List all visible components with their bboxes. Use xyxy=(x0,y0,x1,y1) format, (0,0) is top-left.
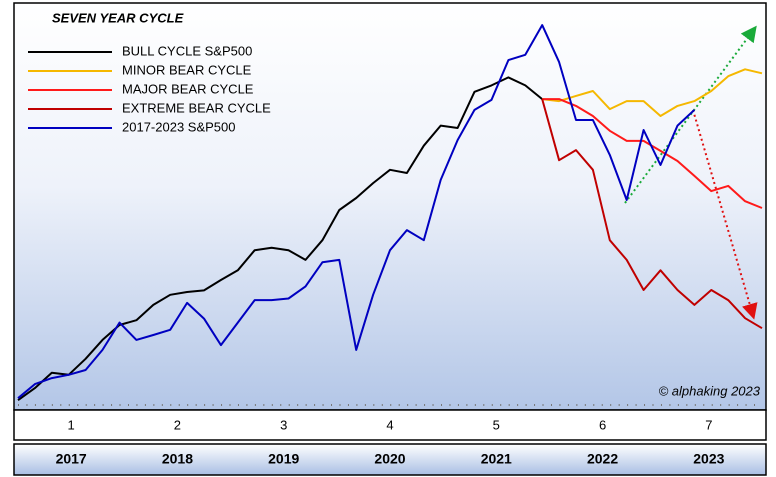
year-label: 2021 xyxy=(481,451,512,467)
year-label: 2018 xyxy=(162,451,193,467)
year-label: 2022 xyxy=(587,451,618,467)
cycle-label: 4 xyxy=(386,417,393,432)
chart-title: SEVEN YEAR CYCLE xyxy=(52,10,184,25)
cycle-row xyxy=(13,409,767,441)
series-line xyxy=(542,68,763,117)
up-arrow xyxy=(624,25,757,204)
cycle-label: 1 xyxy=(68,417,75,432)
series-line xyxy=(17,76,543,402)
legend-label: 2017-2023 S&P500 xyxy=(122,119,235,134)
cycle-label: 5 xyxy=(493,417,500,432)
series-line xyxy=(17,24,696,399)
series-line xyxy=(541,98,763,330)
legend-label: EXTREME BEAR CYCLE xyxy=(122,100,271,115)
year-label: 2017 xyxy=(56,451,87,467)
legend-label: MAJOR BEAR CYCLE xyxy=(122,81,254,96)
legend-label: MINOR BEAR CYCLE xyxy=(122,62,252,77)
annotation: © alphaking 2023 xyxy=(659,383,761,398)
cycle-label: 3 xyxy=(280,417,287,432)
legend-label: BULL CYCLE S&P500 xyxy=(122,43,252,58)
cycle-label: 2 xyxy=(174,417,181,432)
year-label: 2023 xyxy=(693,451,724,467)
year-row xyxy=(13,443,767,476)
plot-area xyxy=(13,2,767,411)
year-label: 2019 xyxy=(268,451,299,467)
year-label: 2020 xyxy=(374,451,405,467)
minor-ticks xyxy=(18,404,762,410)
cycle-label: 6 xyxy=(599,417,606,432)
cycle-label: 7 xyxy=(705,417,712,432)
down-arrow xyxy=(692,109,758,320)
